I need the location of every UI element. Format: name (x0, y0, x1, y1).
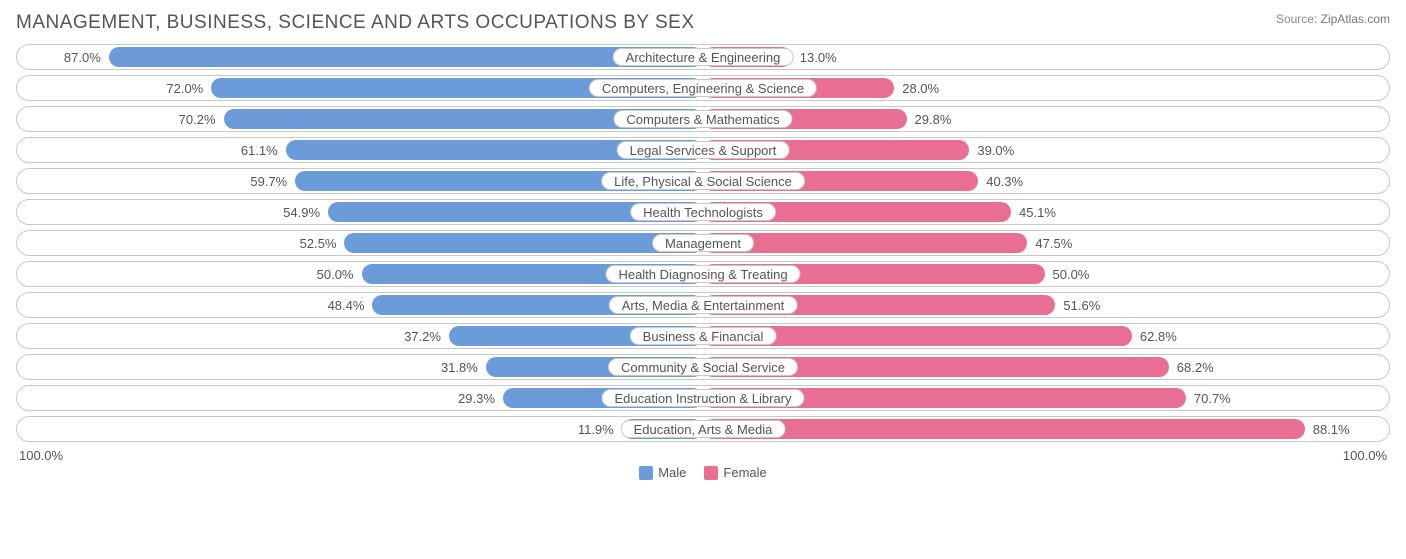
bar-row: 54.9% 45.1% Health Technologists (16, 199, 1390, 225)
female-pct-label: 39.0% (977, 140, 1014, 160)
x-axis: 100.0% 100.0% (16, 448, 1390, 463)
male-pct-label: 31.8% (441, 357, 478, 377)
bar-row: 50.0% 50.0% Health Diagnosing & Treating (16, 261, 1390, 287)
male-pct-label: 11.9% (578, 419, 614, 439)
legend-item-male: Male (639, 465, 686, 480)
category-label: Life, Physical & Social Science (601, 172, 805, 190)
bar-row: 52.5% 47.5% Management (16, 230, 1390, 256)
female-pct-label: 28.0% (902, 78, 939, 98)
female-swatch (704, 466, 718, 480)
category-label: Community & Social Service (608, 358, 798, 376)
male-pct-label: 87.0% (64, 47, 101, 67)
source-value: ZipAtlas.com (1321, 12, 1390, 26)
bar-row: 48.4% 51.6% Arts, Media & Entertainment (16, 292, 1390, 318)
male-pct-label: 48.4% (328, 295, 365, 315)
male-pct-label: 70.2% (179, 109, 216, 129)
bar-row: 11.9% 88.1% Education, Arts & Media (16, 416, 1390, 442)
category-label: Education, Arts & Media (621, 420, 786, 438)
male-pct-label: 61.1% (241, 140, 278, 160)
male-pct-label: 59.7% (250, 171, 287, 191)
female-bar (703, 419, 1305, 439)
female-pct-label: 29.8% (915, 109, 952, 129)
category-label: Architecture & Engineering (613, 48, 794, 66)
category-label: Business & Financial (630, 327, 777, 345)
bar-row: 61.1% 39.0% Legal Services & Support (16, 137, 1390, 163)
category-label: Health Diagnosing & Treating (605, 265, 800, 283)
female-pct-label: 50.0% (1053, 264, 1090, 284)
male-pct-label: 29.3% (458, 388, 495, 408)
female-pct-label: 62.8% (1140, 326, 1177, 346)
category-label: Health Technologists (630, 203, 776, 221)
category-label: Computers, Engineering & Science (589, 79, 817, 97)
female-pct-label: 68.2% (1177, 357, 1214, 377)
source-label: Source: (1276, 12, 1317, 26)
chart-title: MANAGEMENT, BUSINESS, SCIENCE AND ARTS O… (16, 12, 695, 34)
source-attribution: Source: ZipAtlas.com (1276, 12, 1390, 26)
bar-row: 59.7% 40.3% Life, Physical & Social Scienc… (16, 168, 1390, 194)
category-label: Education Instruction & Library (601, 389, 804, 407)
legend: Male Female (16, 465, 1390, 480)
female-pct-label: 47.5% (1035, 233, 1072, 253)
bar-row: 72.0% 28.0% Computers, Engineering & Scien… (16, 75, 1390, 101)
female-pct-label: 13.0% (800, 47, 837, 67)
female-pct-label: 70.7% (1194, 388, 1231, 408)
female-pct-label: 45.1% (1019, 202, 1056, 222)
category-label: Computers & Mathematics (613, 110, 792, 128)
male-pct-label: 37.2% (404, 326, 441, 346)
category-label: Management (652, 234, 754, 252)
axis-left-label: 100.0% (19, 448, 63, 463)
male-pct-label: 50.0% (317, 264, 354, 284)
female-pct-label: 51.6% (1063, 295, 1100, 315)
legend-label-female: Female (723, 465, 766, 480)
legend-item-female: Female (704, 465, 766, 480)
bar-row: 29.3% 70.7% Education Instruction & Librar… (16, 385, 1390, 411)
male-swatch (639, 466, 653, 480)
diverging-bar-chart: 87.0% 13.0% Architecture & Engineering 72.0… (16, 44, 1390, 442)
male-pct-label: 72.0% (166, 78, 203, 98)
category-label: Legal Services & Support (617, 141, 790, 159)
male-pct-label: 52.5% (300, 233, 337, 253)
legend-label-male: Male (658, 465, 686, 480)
bar-row: 31.8% 68.2% Community & Social Service (16, 354, 1390, 380)
category-label: Arts, Media & Entertainment (609, 296, 798, 314)
bar-row: 70.2% 29.8% Computers & Mathematics (16, 106, 1390, 132)
bar-row: 87.0% 13.0% Architecture & Engineering (16, 44, 1390, 70)
axis-right-label: 100.0% (1343, 448, 1387, 463)
chart-header: MANAGEMENT, BUSINESS, SCIENCE AND ARTS O… (16, 12, 1390, 34)
female-pct-label: 88.1% (1313, 419, 1350, 439)
male-pct-label: 54.9% (283, 202, 320, 222)
female-pct-label: 40.3% (986, 171, 1023, 191)
male-bar (344, 233, 703, 253)
bar-row: 37.2% 62.8% Business & Financial (16, 323, 1390, 349)
